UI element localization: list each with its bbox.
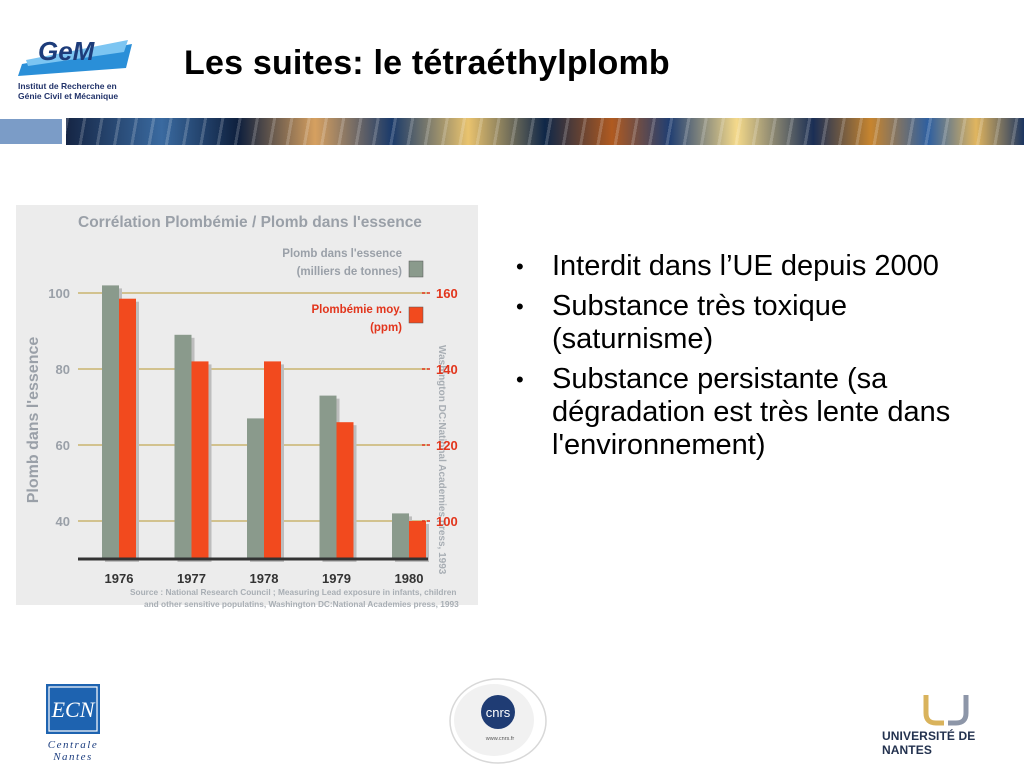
legend-swatch	[408, 260, 424, 278]
bar-plomb-essence	[392, 513, 409, 559]
legend-label: Plombémie moy.	[311, 304, 402, 316]
chart-source-line-1: Source : National Research Council ; Mea…	[130, 587, 456, 597]
y2-tick-label: 140	[436, 362, 458, 377]
chart-svg: Corrélation Plombémie / Plomb dans l'ess…	[16, 205, 478, 609]
y-tick-label: 60	[56, 438, 70, 453]
legend-label: Plomb dans l'essence	[282, 248, 402, 260]
x-tick-label: 1977	[177, 571, 206, 586]
bullet-item: • Substance persistante (sa dégradation e…	[516, 363, 1016, 462]
y-tick-label: 100	[48, 286, 70, 301]
chart-source-line-2: and other sensitive populatins, Washingt…	[144, 599, 459, 609]
cnrs-logo: cnrs www.cnrs.fr	[448, 676, 550, 766]
legend-unit: (milliers de tonnes)	[297, 266, 403, 278]
gem-subtitle-line-2: Génie Civil et Mécanique	[18, 90, 119, 101]
chart-bars	[102, 285, 429, 562]
svg-text:www.cnrs.fr: www.cnrs.fr	[485, 736, 515, 742]
legend-swatch	[408, 306, 424, 324]
svg-text:cnrs: cnrs	[486, 705, 511, 720]
bullet-text: Substance persistante (sa dégradation es…	[552, 363, 951, 461]
legend-unit: (ppm)	[370, 322, 402, 334]
header-band-left	[0, 119, 62, 144]
chart-legend: Plomb dans l'essence (milliers de tonnes)…	[282, 248, 424, 334]
ecn-logo: ECN Centrale Nantes	[38, 684, 108, 764]
chart-title: Corrélation Plombémie / Plomb dans l'ess…	[78, 214, 422, 231]
bar-plombemie	[119, 298, 136, 559]
svg-text:Centrale: Centrale	[48, 739, 99, 751]
svg-text:Nantes: Nantes	[52, 751, 93, 763]
bar-plomb-essence	[102, 285, 119, 559]
cnrs-logo-mark: cnrs www.cnrs.fr	[449, 678, 547, 764]
y2-tick-label: 160	[436, 286, 458, 301]
chart-axes: 40 60 80 100 100 120 140 160 1976 1977 1978 1979 198…	[48, 286, 457, 586]
bullet-dot-icon: •	[516, 254, 524, 279]
chart-side-label: Washington DC:National Academies press, …	[436, 345, 447, 575]
x-tick-label: 1976	[105, 571, 134, 586]
bullet-item: • Substance très toxique (saturnisme)	[516, 290, 1016, 356]
gem-logo-mark: GeM	[18, 36, 132, 76]
bullet-dot-icon: •	[516, 367, 524, 392]
svg-text:ECN: ECN	[51, 697, 96, 722]
gem-logo-subtitle: Institut de Recherche en Génie Civil et …	[18, 81, 119, 101]
bar-plomb-essence	[174, 334, 192, 559]
x-tick-label: 1979	[322, 571, 351, 586]
bar-plombemie	[336, 422, 354, 559]
x-tick-label: 1978	[250, 571, 279, 586]
bullet-text: Substance très toxique (saturnisme)	[552, 290, 848, 355]
universite-nantes-text: UNIVERSITÉ DE NANTES	[882, 729, 976, 757]
chart-y-axis-label: Plomb dans l'essence	[25, 337, 42, 504]
ecn-logo-mark: ECN Centrale Nantes	[46, 684, 100, 763]
y-tick-label: 80	[56, 362, 70, 377]
bar-plombemie	[409, 521, 426, 559]
bullet-text: Interdit dans l’UE depuis 2000	[552, 250, 939, 282]
bullet-dot-icon: •	[516, 294, 524, 319]
page-title: Les suites: le tétraéthylplomb	[184, 44, 670, 82]
y-tick-label: 40	[56, 514, 70, 529]
bar-plombemie	[191, 361, 209, 559]
y2-tick-label: 100	[436, 514, 458, 529]
bullet-item: • Interdit dans l’UE depuis 2000	[516, 250, 1016, 283]
lead-chart: Corrélation Plombémie / Plomb dans l'ess…	[16, 205, 478, 615]
gem-subtitle-line-1: Institut de Recherche en	[18, 81, 117, 91]
un-logo-mark	[923, 695, 969, 726]
x-tick-label: 1980	[395, 571, 424, 586]
gem-logo: GeM Institut de Recherche en Génie Civil…	[16, 30, 138, 108]
bullet-list: • Interdit dans l’UE depuis 2000 • Substan…	[516, 250, 1016, 469]
bar-plomb-essence	[319, 395, 337, 559]
header-band	[66, 118, 1024, 145]
svg-text:GeM: GeM	[38, 36, 96, 66]
bar-plomb-essence	[247, 418, 264, 559]
bar-plombemie	[264, 361, 281, 559]
universite-nantes-logo: UNIVERSITÉ DE NANTES	[882, 693, 1014, 757]
y2-tick-label: 120	[436, 438, 458, 453]
